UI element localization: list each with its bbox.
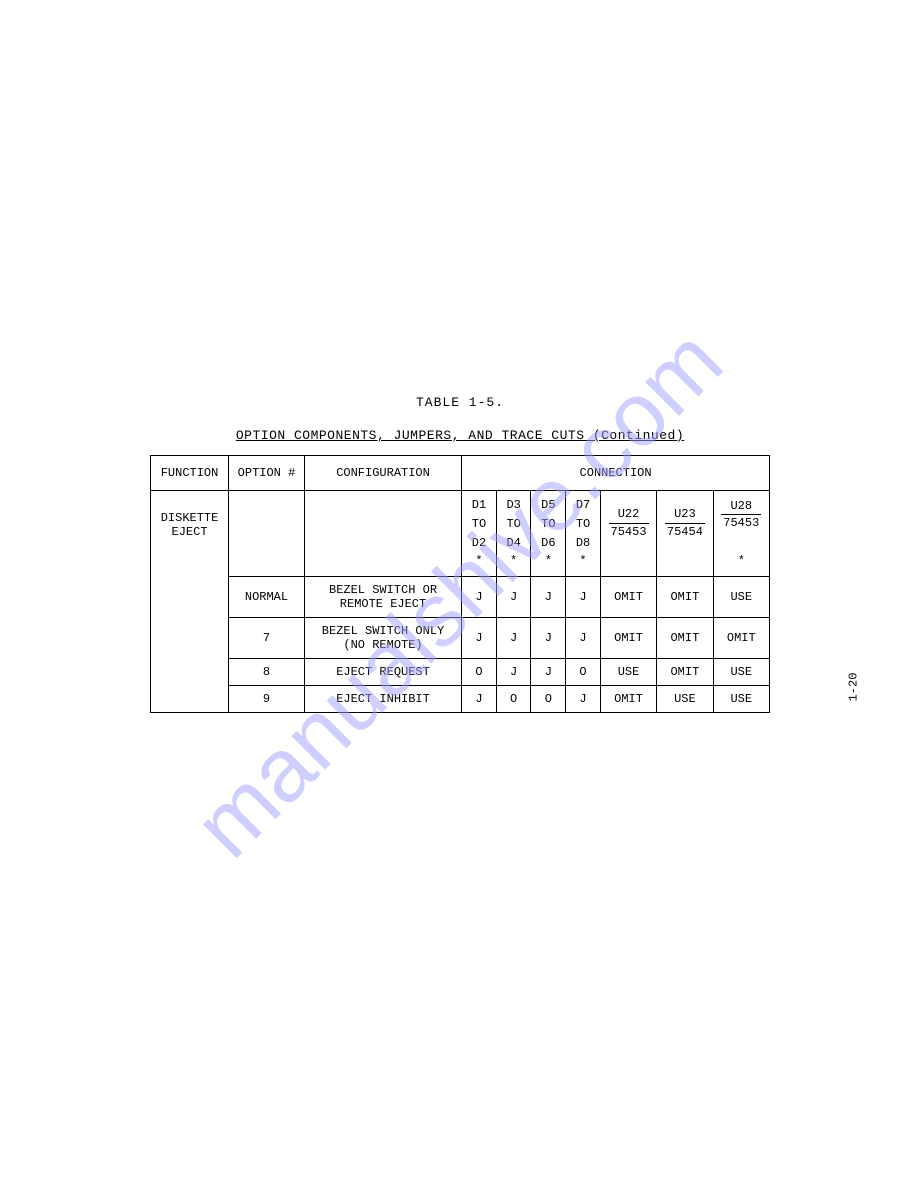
subheader-d7: D7 TO D8 * (566, 491, 601, 577)
d3-a: D3 (506, 497, 520, 514)
u23-top: U23 (665, 506, 705, 524)
cell-option: NORMAL (229, 577, 305, 618)
cell-config: EJECT REQUEST (304, 659, 461, 686)
d1-star: * (475, 553, 482, 570)
cell-conn: J (566, 686, 601, 713)
subheader-d5: D5 TO D6 * (531, 491, 566, 577)
function-label: DISKETTE EJECT (151, 491, 229, 713)
cell-conn: J (531, 659, 566, 686)
header-function: FUNCTION (151, 456, 229, 491)
d1-b: TO (472, 516, 486, 533)
cell-conn: O (566, 659, 601, 686)
cell-conn: USE (713, 577, 769, 618)
subheader-empty-option (229, 491, 305, 577)
cell-conn: OMIT (600, 618, 656, 659)
u28-bot: 75453 (721, 515, 761, 532)
cell-conn: OMIT (657, 618, 713, 659)
d5-star: * (545, 553, 552, 570)
cell-conn: J (496, 577, 531, 618)
d5-c: D6 (541, 535, 555, 552)
subheader-d1: D1 TO D2 * (462, 491, 497, 577)
cell-conn: OMIT (600, 577, 656, 618)
u28-top: U28 (721, 498, 761, 516)
cell-conn: O (496, 686, 531, 713)
cell-conn: O (462, 659, 497, 686)
d5-b: TO (541, 516, 555, 533)
d1-c: D2 (472, 535, 486, 552)
d3-b: TO (506, 516, 520, 533)
d7-star: * (579, 553, 586, 570)
table-row: 8 EJECT REQUEST O J J O USE OMIT USE (151, 659, 770, 686)
table-row: NORMAL BEZEL SWITCH OR REMOTE EJECT J J … (151, 577, 770, 618)
cell-conn: OMIT (657, 659, 713, 686)
u22-bot: 75453 (609, 524, 649, 541)
cell-conn: OMIT (657, 577, 713, 618)
cell-conn: USE (657, 686, 713, 713)
cell-conn: USE (713, 659, 769, 686)
header-configuration: CONFIGURATION (304, 456, 461, 491)
cell-conn: J (566, 577, 601, 618)
cell-conn: J (531, 618, 566, 659)
table-row: 9 EJECT INHIBIT J O O J OMIT USE USE (151, 686, 770, 713)
document-content: TABLE 1-5. OPTION COMPONENTS, JUMPERS, A… (100, 395, 820, 713)
cell-conn: J (496, 659, 531, 686)
cell-conn: USE (713, 686, 769, 713)
subheader-empty-config (304, 491, 461, 577)
subheader-u28: U28 75453 * (713, 491, 769, 577)
table-title: OPTION COMPONENTS, JUMPERS, AND TRACE CU… (100, 428, 820, 443)
table-header-row: FUNCTION OPTION # CONFIGURATION CONNECTI… (151, 456, 770, 491)
cell-conn: J (496, 618, 531, 659)
u22-top: U22 (609, 506, 649, 524)
cell-config: BEZEL SWITCH ONLY (NO REMOTE) (304, 618, 461, 659)
subheader-u22: U22 75453 (600, 491, 656, 577)
subheader-u23: U23 75454 (657, 491, 713, 577)
cell-conn: J (566, 618, 601, 659)
cell-conn: OMIT (713, 618, 769, 659)
u23-bot: 75454 (665, 524, 705, 541)
d3-c: D4 (506, 535, 520, 552)
cell-option: 7 (229, 618, 305, 659)
table-subheader-row: DISKETTE EJECT D1 TO D2 * D3 TO D4 * (151, 491, 770, 577)
table-row: 7 BEZEL SWITCH ONLY (NO REMOTE) J J J J … (151, 618, 770, 659)
cell-config: EJECT INHIBIT (304, 686, 461, 713)
subheader-d3: D3 TO D4 * (496, 491, 531, 577)
cell-conn: J (462, 618, 497, 659)
d5-a: D5 (541, 497, 555, 514)
header-connection: CONNECTION (462, 456, 770, 491)
cell-conn: J (462, 577, 497, 618)
cell-conn: O (531, 686, 566, 713)
page-number: 1-20 (847, 673, 861, 702)
d7-b: TO (576, 516, 590, 533)
cell-conn: OMIT (600, 686, 656, 713)
cell-option: 8 (229, 659, 305, 686)
cell-conn: J (462, 686, 497, 713)
d3-star: * (510, 553, 517, 570)
header-option: OPTION # (229, 456, 305, 491)
d7-c: D8 (576, 535, 590, 552)
cell-conn: USE (600, 659, 656, 686)
options-table: FUNCTION OPTION # CONFIGURATION CONNECTI… (150, 455, 770, 713)
table-number: TABLE 1-5. (100, 395, 820, 410)
cell-option: 9 (229, 686, 305, 713)
cell-conn: J (531, 577, 566, 618)
d7-a: D7 (576, 497, 590, 514)
cell-config: BEZEL SWITCH OR REMOTE EJECT (304, 577, 461, 618)
d1-a: D1 (472, 497, 486, 514)
u28-star: * (738, 553, 745, 570)
